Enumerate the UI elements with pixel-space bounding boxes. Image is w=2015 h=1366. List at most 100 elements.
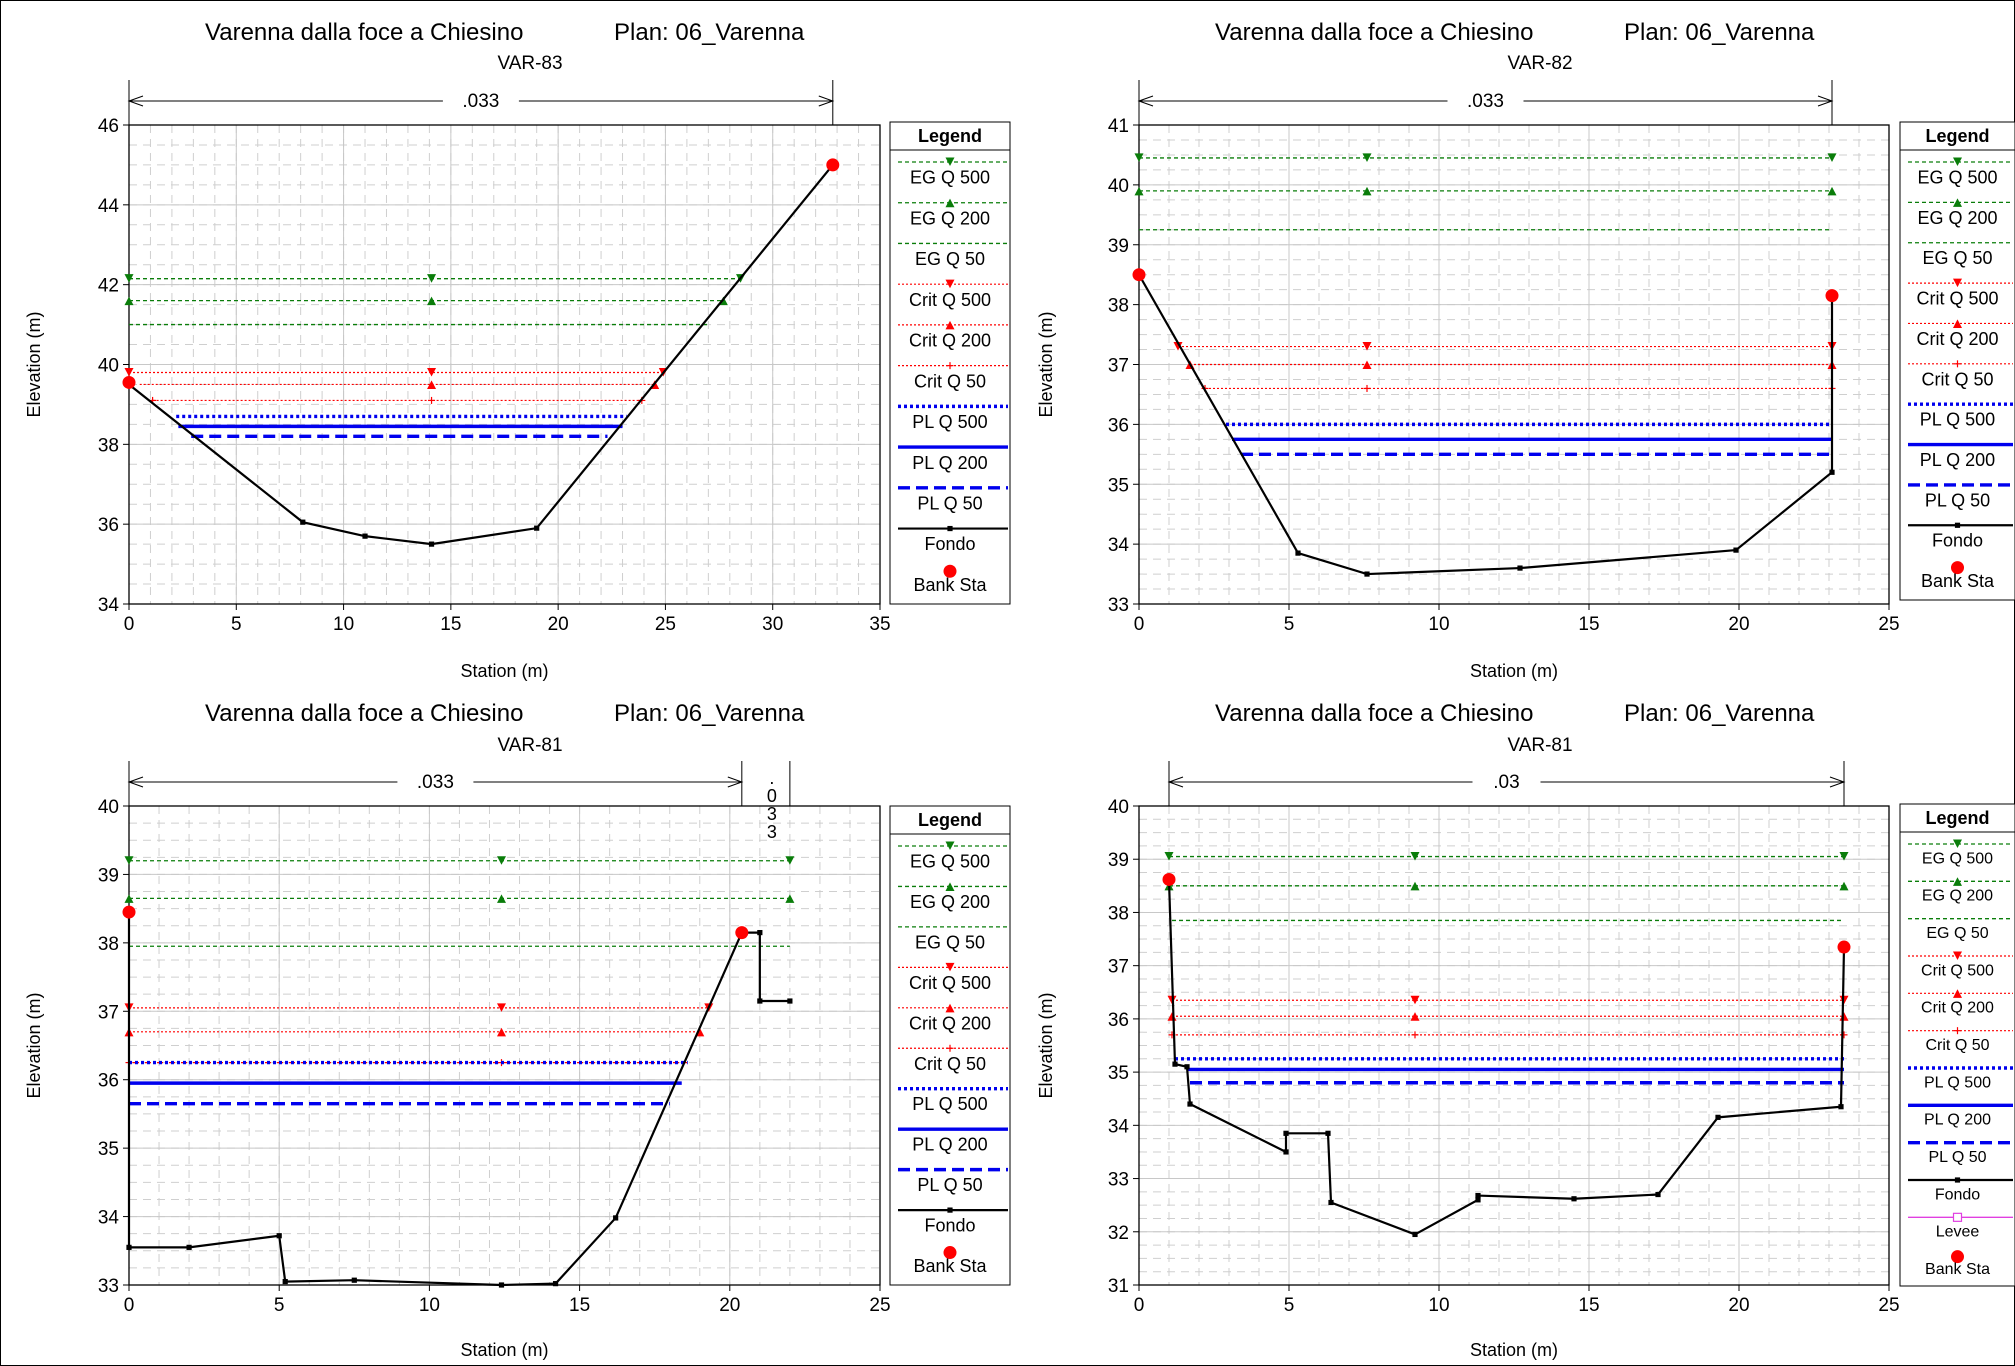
legend-item: PL Q 500 [1908,402,2013,430]
x-tick-label: 25 [1878,1295,1899,1316]
ground-point [1733,547,1739,553]
ground-point [498,1282,505,1288]
grid [128,124,881,605]
bank-station-point [122,375,136,389]
legend-swatch-marker [947,525,953,532]
water-level-eg500 [1134,153,1837,162]
legend-swatch-marker [1953,278,1962,288]
legend-swatch-marker [945,320,955,330]
y-tick-label: 33 [98,1276,119,1297]
legend-swatch-marker [945,841,955,851]
ground-point [1364,571,1370,577]
ground-point [1475,1197,1481,1203]
grid [1138,805,1890,1286]
chart-panel-4: Varenna dalla foce a Chiesino Plan: 06_Va… [1036,700,2015,1360]
manning-label-char: . [769,768,774,788]
legend-item: EG Q 200 [898,882,1008,912]
water-level-crit50 [1201,384,1836,392]
y-tick-label: 36 [98,1071,119,1092]
legend-item: PL Q 500 [898,1087,1008,1114]
water-level-marker [124,856,134,865]
water-level-marker [1411,1031,1419,1039]
legend-item: Crit Q 200 [898,1003,1008,1033]
water-level-marker [1134,186,1144,196]
water-level-marker [427,274,437,283]
y-tick-label: 36 [1108,1010,1129,1031]
legend: Legend EG Q 500 EG Q 200 EG Q 50 Crit Q 500 C… [1899,121,2015,601]
water-level-marker [1362,186,1372,196]
legend-swatch-marker [1954,1027,1961,1035]
water-level-marker [1410,1012,1420,1021]
ground-point [552,1281,559,1287]
legend-item: Bank Sta [913,1246,988,1276]
legend-label: PL Q 500 [912,412,987,432]
ground-point [1325,1130,1331,1136]
manning-arrow-head [1167,776,1184,788]
legend-swatch-marker [1954,522,1961,528]
x-tick-label: 5 [1284,1295,1295,1316]
ground-point [276,1233,282,1239]
x-tick-label: 25 [1878,614,1899,635]
water-level-marker [124,274,134,283]
legend-label: Crit Q 200 [909,331,991,351]
y-tick-label: 34 [1108,535,1130,556]
legend-item: EG Q 500 [1908,839,2013,867]
legend-item: Crit Q 500 [898,279,1008,310]
legend-swatch-marker [945,1003,955,1013]
legend-label: Fondo [1932,531,1983,551]
x-tick-label: 0 [124,1295,135,1316]
water-level-marker [124,894,134,903]
legend-label: Crit Q 50 [1925,1037,1989,1054]
y-tick-label: 32 [1108,1223,1129,1244]
legend-item: Crit Q 50 [898,1044,1008,1074]
legend-swatch-marker [1953,951,1962,961]
legend-swatch-marker [943,1246,957,1260]
ground-point [282,1278,288,1285]
y-tick-label: 42 [98,276,119,297]
legend-label: PL Q 200 [1924,1112,1991,1129]
legend-label: EG Q 200 [910,892,990,912]
legend-label: EG Q 200 [1922,888,1993,905]
legend-swatch-marker [947,1207,953,1213]
y-tick-label: 35 [1108,1063,1129,1084]
legend-swatch-marker [945,279,955,289]
manning-label-char: 3 [767,822,777,842]
legend-swatch-marker [1953,157,1962,167]
x-tick-label: 20 [548,614,569,635]
ground-point [1838,1104,1844,1110]
water-level-marker [496,894,506,903]
legend-item: Levee [1908,1212,2013,1241]
ground-point [1715,1114,1721,1120]
water-level-marker [496,856,506,865]
x-tick-label: 35 [869,614,890,635]
legend-item: Crit Q 50 [898,362,1008,391]
manning-label: .033 [1467,91,1504,112]
ground-point [300,519,306,525]
manning-arrow-head [1829,776,1846,788]
legend: Legend EG Q 500 EG Q 200 EG Q 50 Crit Q 500 C… [889,805,1011,1286]
y-tick-label: 40 [1108,797,1129,818]
water-level-eg500 [1164,852,1849,861]
legend-swatch-marker [945,882,955,891]
legend-label: Bank Sta [913,1256,987,1276]
bank-station-point [1837,940,1851,954]
legend-label: Fondo [924,534,975,554]
ground-line [128,164,834,546]
ground-line [1167,880,1846,1236]
legend-item: EG Q 200 [1908,877,2013,905]
legend-item: EG Q 500 [1908,157,2013,187]
manning-n-indicator: .033 [767,761,791,842]
y-tick-label: 39 [98,865,119,886]
legend-label: PL Q 200 [1920,450,1995,470]
legend-title: Legend [1925,126,1989,146]
x-tick-label: 0 [124,614,135,635]
ground-point [1328,1199,1334,1206]
legend-item: EG Q 50 [1908,242,2013,268]
legend-swatch-marker [1954,360,1961,368]
legend-swatch-marker [1953,319,1962,328]
section-subtitle: VAR-82 [1507,53,1572,74]
water-level-marker [427,380,437,389]
manning-n-indicator: .03 [1167,761,1846,806]
legend-item: EG Q 50 [1908,918,2013,942]
legend-item: EG Q 500 [898,841,1008,872]
